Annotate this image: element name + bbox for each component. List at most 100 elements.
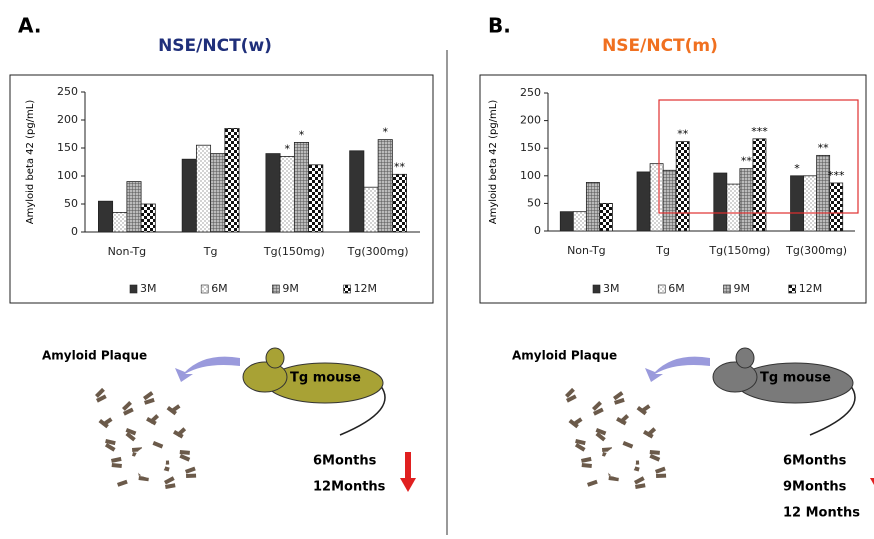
plaque xyxy=(186,473,197,478)
y-tick-label: 150 xyxy=(57,141,78,154)
plaque xyxy=(144,397,155,405)
bar xyxy=(803,175,818,232)
legend-label: 6M xyxy=(211,282,228,295)
timepoint-label: 9Months xyxy=(783,480,847,495)
plaque xyxy=(581,462,592,469)
bar xyxy=(713,172,728,232)
bar xyxy=(293,141,310,233)
x-tick-label: Tg xyxy=(655,244,670,257)
plaque xyxy=(595,432,606,442)
plaque xyxy=(104,442,116,452)
timepoint-label: 12Months xyxy=(313,480,386,495)
plaque xyxy=(592,401,602,411)
bar xyxy=(126,181,142,233)
plaque xyxy=(572,417,583,427)
plaque xyxy=(96,394,107,403)
legend-label: 6M xyxy=(668,282,685,295)
bar xyxy=(265,153,281,233)
legend-swatch xyxy=(657,284,666,294)
y-tick-label: 200 xyxy=(520,114,541,127)
bar xyxy=(649,163,664,232)
bar xyxy=(377,139,393,233)
legend-swatch xyxy=(272,284,280,294)
x-tick-label: Tg(150mg) xyxy=(708,244,770,257)
plaque xyxy=(622,441,634,449)
y-tick-label: 150 xyxy=(520,141,541,154)
y-tick-label: 250 xyxy=(520,86,541,99)
y-tick-label: 200 xyxy=(57,113,78,126)
y-axis-label: Amyloid beta 42 (pg/mL) xyxy=(25,100,36,225)
x-tick-label: Tg(300mg) xyxy=(785,244,847,257)
bar xyxy=(599,202,613,232)
mouse-ear xyxy=(735,347,755,369)
bar xyxy=(675,141,690,232)
plaque xyxy=(170,404,181,414)
plaque-label: Amyloid Plaque xyxy=(42,349,147,363)
plaque xyxy=(149,414,160,424)
significance-label: *** xyxy=(751,125,768,138)
mouse-label: Tg mouse xyxy=(760,371,831,386)
plaque xyxy=(163,476,175,485)
y-axis-label: Amyloid beta 42 (pg/mL) xyxy=(488,100,499,225)
plaque xyxy=(595,428,607,436)
down-arrow-shaft xyxy=(405,452,411,480)
panel-label: A. xyxy=(18,14,41,38)
arrow xyxy=(175,356,240,382)
bar xyxy=(739,168,754,232)
y-tick-label: 0 xyxy=(71,225,78,238)
bar xyxy=(224,127,240,233)
bar xyxy=(181,158,197,233)
x-tick-label: Tg(300mg) xyxy=(347,245,409,258)
bar xyxy=(363,186,379,233)
plaque xyxy=(179,454,191,462)
mouse-head xyxy=(712,361,758,393)
plaque xyxy=(176,427,187,437)
plaque xyxy=(646,427,657,437)
legend-swatch xyxy=(343,284,351,294)
plaque xyxy=(152,441,164,449)
chart-frame xyxy=(479,74,867,304)
legend-label: 3M xyxy=(140,282,157,295)
significance-label: ** xyxy=(677,128,689,141)
plaque xyxy=(125,428,137,436)
bar xyxy=(210,153,226,233)
bar xyxy=(572,211,587,232)
mouse-tail xyxy=(809,384,856,436)
y-tick-label: 0 xyxy=(534,224,541,237)
plaque xyxy=(143,391,154,401)
legend-label: 9M xyxy=(733,282,750,295)
chart-title: NSE/NCT(m) xyxy=(602,36,718,56)
x-tick-label: Non-Tg xyxy=(567,244,606,257)
plaque xyxy=(613,397,625,405)
highlight-box xyxy=(658,99,859,214)
y-tick-label: 50 xyxy=(64,197,78,210)
bar xyxy=(790,175,804,232)
plaque xyxy=(574,442,586,452)
plaque xyxy=(580,456,592,463)
plaque xyxy=(640,404,651,414)
bar xyxy=(585,182,600,232)
legend-label: 12M xyxy=(354,282,378,295)
y-tick-label: 100 xyxy=(520,169,541,182)
bar xyxy=(829,182,844,232)
mouse-head xyxy=(242,361,288,393)
bar xyxy=(349,150,365,233)
arrow xyxy=(645,356,710,382)
bar xyxy=(662,169,677,232)
significance-label: * xyxy=(382,126,388,139)
chart-title: NSE/NCT(w) xyxy=(158,36,272,56)
plaque xyxy=(102,417,113,427)
legend-label: 12M xyxy=(799,282,823,295)
mouse-tail xyxy=(339,384,386,436)
significance-label: ** xyxy=(394,160,406,173)
legend-swatch xyxy=(592,284,601,294)
panel-label: B. xyxy=(488,14,511,38)
significance-label: *** xyxy=(828,169,845,182)
significance-label: * xyxy=(285,142,291,155)
plaque xyxy=(654,466,666,474)
plaque xyxy=(105,439,116,446)
timepoint-label: 6Months xyxy=(313,454,377,469)
legend-swatch xyxy=(129,284,138,294)
significance-label: * xyxy=(794,162,800,175)
